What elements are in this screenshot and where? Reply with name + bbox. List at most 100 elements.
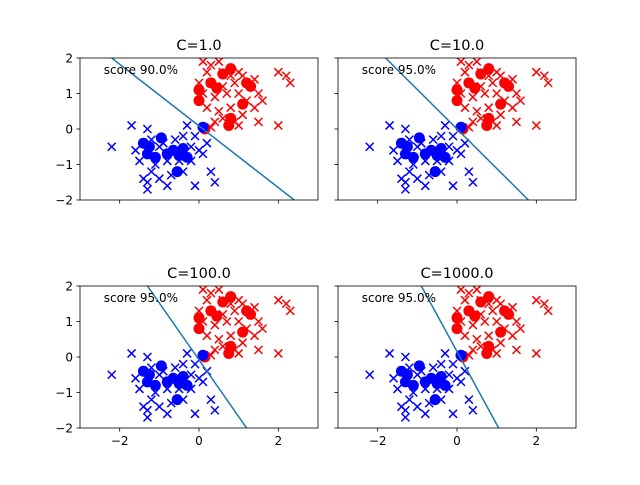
blue-x-point: [146, 167, 156, 177]
red-x-point: [257, 96, 267, 106]
blue-dot-point: [171, 394, 183, 406]
blue-x-point: [170, 135, 180, 145]
red-x-point: [488, 306, 498, 316]
red-dot-point: [217, 296, 229, 308]
x-tick-label: 0: [453, 434, 461, 448]
red-x-point: [202, 331, 212, 341]
red-dot-point: [245, 80, 257, 92]
blue-x-point: [460, 366, 470, 376]
blue-x-point: [131, 373, 141, 383]
red-dot-point: [205, 305, 217, 317]
decision-boundary-line: [385, 58, 529, 200]
red-dot-point: [475, 296, 487, 308]
red-x-point: [484, 103, 494, 113]
red-x-point: [210, 345, 220, 355]
plot-area: [107, 286, 295, 428]
blue-x-point: [389, 145, 399, 155]
red-x-point: [218, 113, 228, 123]
red-x-point: [468, 92, 478, 102]
blue-x-point: [134, 156, 145, 166]
blue-dot-point: [419, 376, 431, 388]
red-x-point: [285, 78, 295, 88]
blue-dot-point: [149, 379, 161, 391]
blue-x-point: [190, 181, 200, 191]
red-x-point: [250, 331, 260, 341]
blue-x-point: [436, 131, 446, 141]
x-tick-label: −2: [111, 434, 129, 448]
x-tick-label: 2: [533, 434, 541, 448]
blue-dot-point: [439, 379, 451, 391]
red-x-point: [222, 316, 232, 327]
red-dot-point: [225, 63, 237, 75]
blue-x-point: [182, 120, 192, 130]
blue-x-point: [420, 409, 430, 419]
decision-boundary-line: [111, 58, 295, 200]
red-dot-point: [193, 312, 205, 324]
blue-x-point: [154, 402, 164, 412]
red-x-point: [253, 117, 264, 127]
red-x-point: [218, 341, 228, 351]
blue-x-point: [400, 352, 410, 362]
blue-x-point: [448, 409, 458, 419]
blue-x-point: [210, 177, 220, 187]
red-x-point: [238, 338, 248, 348]
red-dot-point: [483, 63, 495, 75]
red-dot-point: [481, 347, 493, 359]
y-tick-label: 2: [65, 280, 73, 294]
score-label: score 95.0%: [104, 291, 178, 305]
red-dot-point: [481, 119, 493, 131]
red-x-point: [539, 299, 549, 309]
red-x-point: [531, 120, 541, 130]
blue-x-point: [190, 131, 200, 141]
red-x-point: [281, 299, 291, 309]
blue-x-point: [392, 384, 403, 394]
decision-boundary-line: [420, 286, 500, 428]
blue-dot-point: [401, 141, 413, 153]
blue-x-point: [404, 395, 414, 405]
red-dot-point: [205, 77, 217, 89]
red-x-point: [285, 306, 295, 316]
red-x-point: [273, 295, 283, 305]
red-x-point: [531, 348, 541, 358]
red-x-point: [230, 306, 240, 316]
blue-x-point: [142, 184, 152, 194]
red-x-point: [480, 316, 490, 327]
red-dot-point: [503, 80, 515, 92]
blue-x-point: [134, 384, 145, 394]
blue-x-point: [146, 395, 156, 405]
x-tick-label: −2: [369, 434, 387, 448]
blue-x-point: [142, 412, 152, 422]
red-x-point: [460, 331, 470, 341]
red-x-point: [460, 295, 470, 305]
subplot-title: C=1000.0: [420, 266, 493, 282]
red-x-point: [531, 67, 541, 77]
red-x-point: [226, 103, 236, 113]
plot-area: [107, 58, 295, 200]
red-x-point: [253, 345, 264, 355]
red-dot-point: [463, 305, 475, 317]
red-dot-point: [451, 323, 463, 335]
red-x-point: [206, 288, 216, 298]
red-dot-point: [193, 323, 205, 335]
red-dot-point: [223, 347, 235, 359]
red-dot-point: [225, 291, 237, 303]
red-dot-point: [495, 326, 507, 338]
blue-dot-point: [429, 394, 441, 406]
red-x-point: [515, 96, 525, 106]
red-dot-point: [193, 84, 205, 96]
y-tick-label: 0: [65, 123, 73, 137]
y-tick-label: 0: [65, 351, 73, 365]
blue-dot-point: [143, 369, 155, 381]
red-dot-point: [193, 95, 205, 107]
blue-x-point: [198, 149, 208, 159]
blue-x-point: [178, 359, 188, 369]
y-tick-label: 1: [65, 315, 73, 329]
blue-dot-point: [197, 121, 209, 133]
blue-x-point: [468, 405, 478, 415]
red-dot-point: [451, 84, 463, 96]
blue-x-point: [107, 370, 117, 380]
red-dot-point: [451, 312, 463, 324]
red-x-point: [273, 67, 283, 77]
y-tick-label: −2: [55, 194, 73, 208]
red-x-point: [210, 117, 220, 127]
